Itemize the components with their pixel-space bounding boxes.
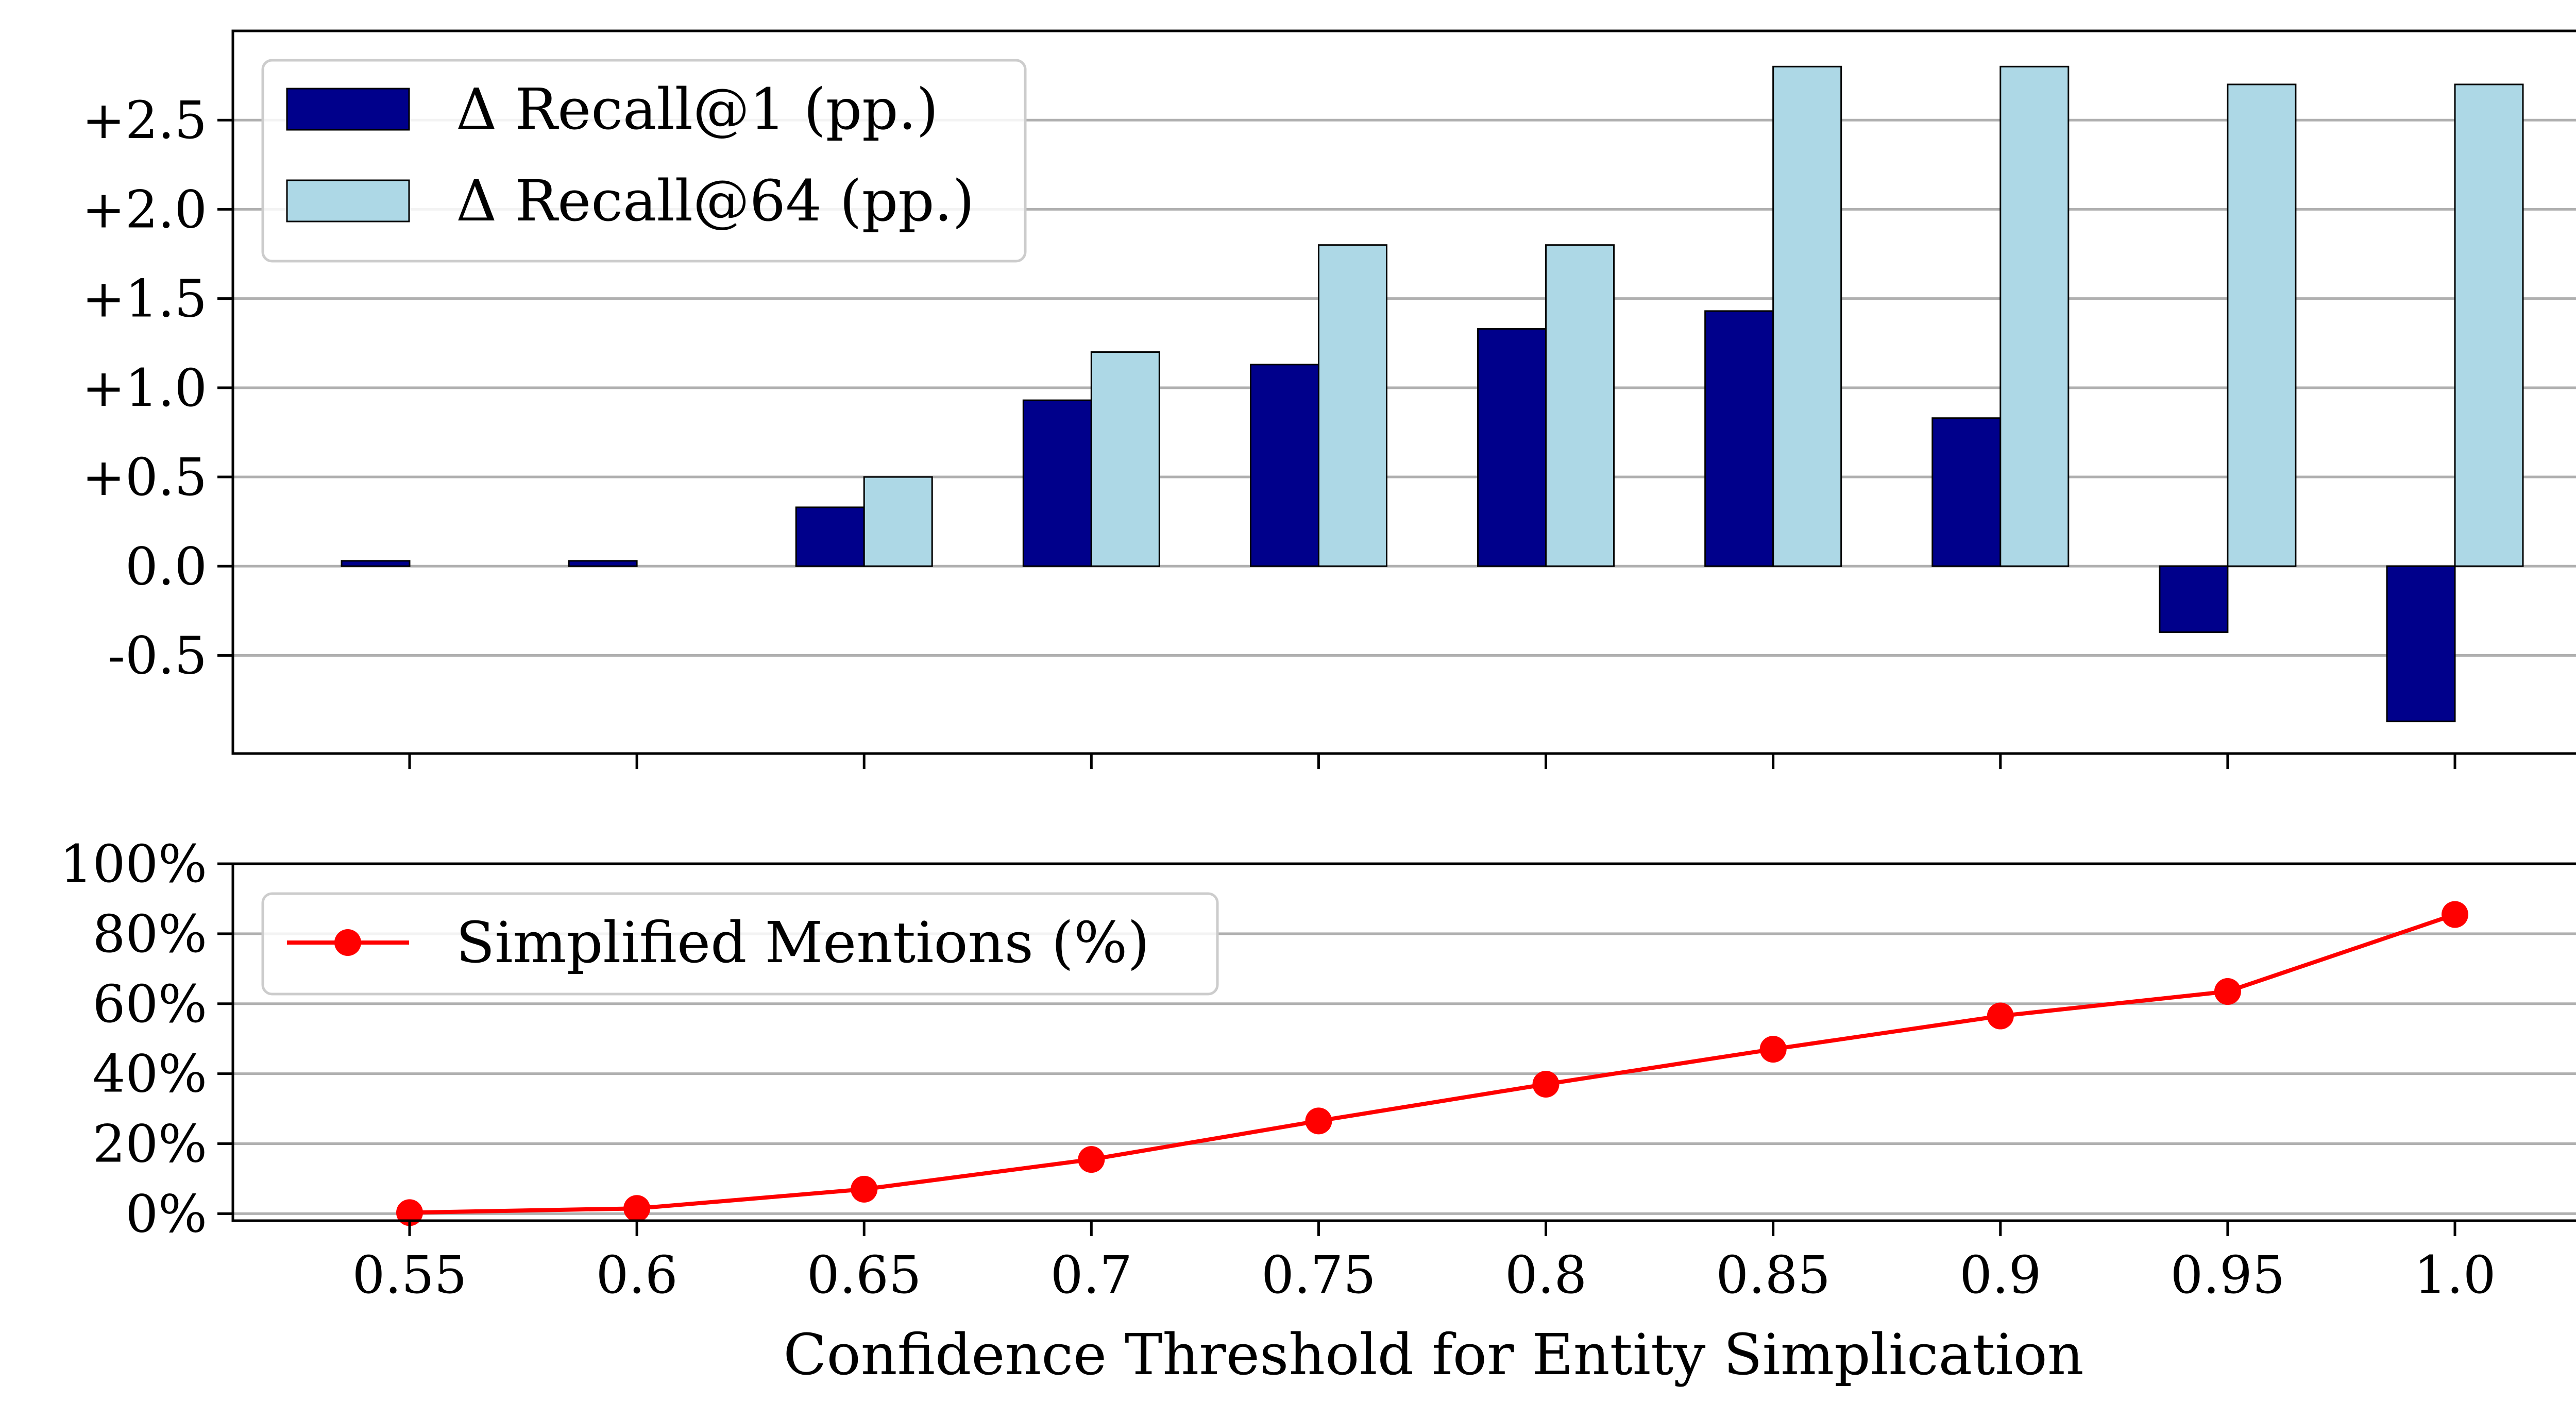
top-legend-box	[261, 59, 1027, 263]
bottom-legend: Simplified Mentions (%)	[261, 892, 1219, 996]
bar-recall-at-64	[1772, 65, 1842, 567]
bar-recall-at-1	[2159, 565, 2229, 633]
bottom-ytick-label: 80%	[93, 904, 207, 964]
bar-recall-at-64	[1999, 65, 2070, 567]
bar-recall-at-1	[341, 560, 411, 567]
simplified-mentions-point	[1759, 1036, 1787, 1063]
top-ytick-label: +1.0	[82, 358, 207, 418]
legend-swatch-marker	[334, 929, 361, 956]
bottom-ytick-label: 60%	[93, 974, 207, 1034]
simplified-mentions-point	[2442, 901, 2468, 928]
bottom-xtick-label: 0.95	[2171, 1245, 2285, 1305]
bottom-xtick-label: 0.7	[1050, 1245, 1132, 1305]
bottom-ytick-label: 0%	[125, 1184, 207, 1244]
bar-recall-at-1	[2386, 565, 2456, 723]
bar-recall-at-64	[2454, 83, 2524, 567]
top-plot-frame	[231, 29, 2576, 755]
simplified-mentions-point	[1305, 1107, 1332, 1135]
top-y-axis: +2.5 +2.0 +1.5 +1.0 +0.5 0.0 -0.5	[82, 90, 233, 686]
top-ytick-label: -0.5	[108, 625, 207, 686]
legend-label-simplified-mentions: Simplified Mentions (%)	[456, 910, 1149, 976]
bar-recall-at-1	[795, 506, 865, 567]
bottom-xtick-label: 1.0	[2414, 1245, 2496, 1305]
bottom-legend-box	[261, 892, 1219, 996]
bottom-ytick-label: 40%	[93, 1044, 207, 1104]
bar-recall-at-1	[1704, 310, 1774, 567]
simplified-mentions-line	[409, 912, 2456, 1215]
top-legend: Δ Recall@1 (pp.) Δ Recall@64 (pp.)	[261, 59, 1027, 263]
simplified-mentions-point	[623, 1195, 651, 1222]
bottom-xtick-label: 0.6	[596, 1245, 678, 1305]
bar-recall-at-64	[2227, 83, 2297, 567]
legend-label-recall-at-64: Δ Recall@64 (pp.)	[456, 168, 974, 234]
legend-swatch-recall-at-64	[286, 179, 410, 223]
bottom-xtick-label: 0.55	[352, 1245, 467, 1305]
legend-swatch-recall-at-1	[286, 88, 410, 131]
bar-recall-at-1	[1249, 364, 1319, 567]
simplified-mentions-point	[1078, 1146, 1105, 1173]
bottom-x-axis: 0.55 0.6 0.65 0.7 0.75 0.8 0.85 0.9 0.95 1.0	[352, 1221, 2496, 1305]
bar-recall-at-64	[1317, 244, 1387, 567]
bottom-y-axis: 100% 80% 60% 40% 20% 0%	[60, 834, 233, 1244]
simplified-mentions-point	[396, 1199, 423, 1226]
bar-recall-at-1	[1022, 399, 1092, 567]
top-x-ticks	[408, 754, 2456, 769]
simplified-mentions-point	[2214, 978, 2241, 1005]
simplified-mentions-point	[1532, 1071, 1560, 1098]
bottom-ytick-label: 20%	[93, 1114, 207, 1174]
bottom-xtick-label: 0.85	[1716, 1245, 1831, 1305]
top-ytick-label: +0.5	[82, 447, 207, 507]
bottom-xtick-label: 0.65	[807, 1245, 922, 1305]
bottom-ytick-label: 100%	[60, 834, 207, 894]
top-ytick-label: +2.5	[82, 90, 207, 150]
bottom-xtick-label: 0.9	[1959, 1245, 2041, 1305]
top-ytick-label: +1.5	[82, 269, 207, 329]
bar-recall-at-1	[568, 560, 638, 567]
bottom-xtick-label: 0.8	[1505, 1245, 1587, 1305]
bottom-line-series	[396, 901, 2468, 1226]
bottom-xtick-label: 0.75	[1261, 1245, 1376, 1305]
bar-recall-at-1	[1931, 417, 2002, 567]
bar-recall-at-64	[1545, 244, 1615, 567]
top-ytick-label: 0.0	[125, 536, 207, 596]
bottom-plot-frame	[231, 862, 2576, 1222]
bar-recall-at-64	[1090, 351, 1160, 567]
x-axis-title: Confidence Threshold for Entity Simplica…	[783, 1322, 2083, 1388]
simplified-mentions-point	[851, 1175, 878, 1203]
bar-recall-at-1	[1477, 328, 1547, 567]
legend-label-recall-at-1: Δ Recall@1 (pp.)	[456, 76, 938, 142]
bar-recall-at-64	[863, 476, 933, 567]
top-bars	[341, 65, 2524, 723]
top-ytick-label: +2.0	[82, 179, 207, 239]
simplified-mentions-point	[1987, 1002, 2014, 1030]
